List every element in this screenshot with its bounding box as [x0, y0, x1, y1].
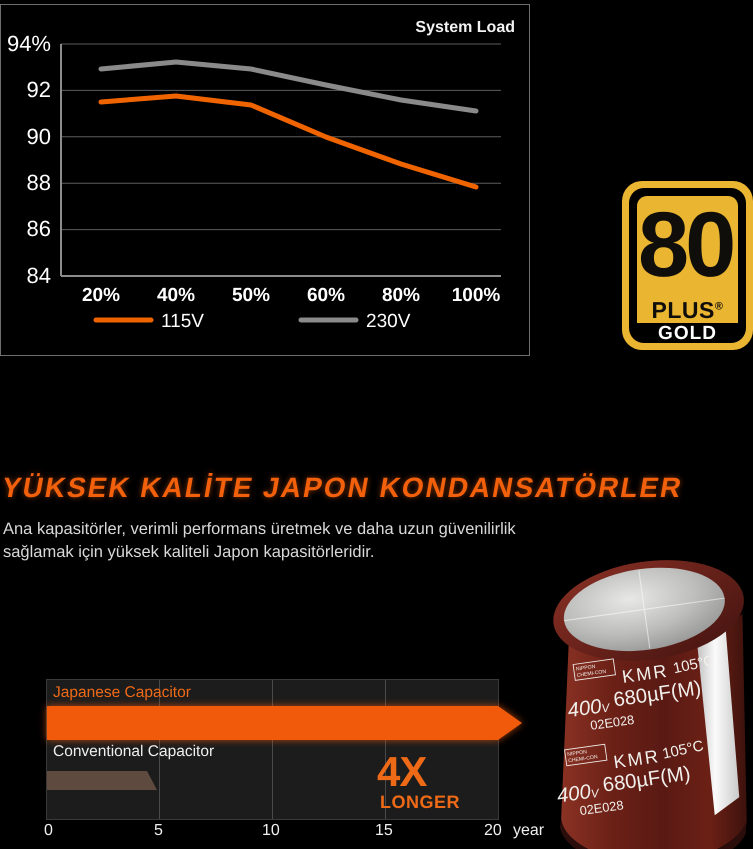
svg-text:80: 80	[638, 196, 733, 296]
svg-text:60%: 60%	[307, 285, 345, 306]
svg-text:86: 86	[27, 216, 51, 241]
svg-text:94%: 94%	[7, 31, 51, 56]
svg-text:92: 92	[27, 77, 51, 102]
svg-text:115V: 115V	[161, 311, 204, 332]
svg-text:90: 90	[27, 124, 51, 149]
svg-text:230V: 230V	[366, 311, 411, 332]
svg-text:20%: 20%	[82, 285, 120, 306]
svg-text:40%: 40%	[157, 285, 195, 306]
svg-text:88: 88	[27, 170, 51, 195]
svg-text:80%: 80%	[382, 285, 420, 306]
svg-text:100%: 100%	[452, 285, 501, 306]
svg-text:50%: 50%	[232, 285, 270, 306]
svg-text:84: 84	[27, 263, 51, 288]
